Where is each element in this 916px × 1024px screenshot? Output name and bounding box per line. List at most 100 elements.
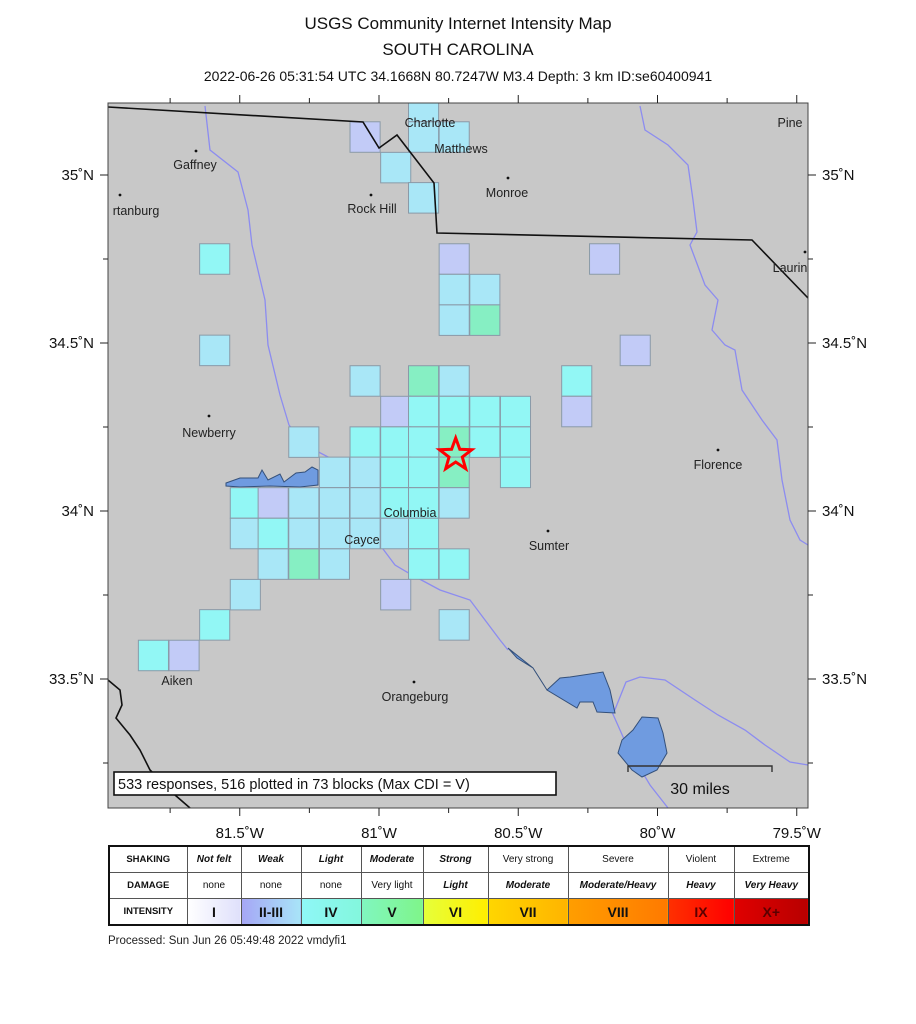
legend-shaking-cell: Not felt — [186, 845, 242, 873]
cdi-block — [438, 273, 470, 306]
city-dot — [506, 176, 510, 180]
cdi-block — [469, 426, 501, 458]
cdi-block — [438, 487, 470, 519]
city-dot — [546, 529, 550, 533]
legend-damage-cell: none — [186, 872, 242, 899]
city-dot — [207, 414, 211, 418]
city-dot — [118, 193, 122, 197]
cdi-block — [380, 151, 412, 184]
cdi-block — [561, 365, 593, 397]
legend-shaking-cell: Weak — [240, 845, 302, 873]
legend-intensity-cell: V — [360, 898, 424, 926]
legend-damage-cell: none — [300, 872, 362, 899]
intensity-legend: SHAKING Not felt Weak Light Moderate Strong Ve… — [108, 845, 810, 926]
cdi-block — [469, 304, 501, 336]
legend-row-damage: DAMAGE none none none Very light Light Moderat… — [108, 872, 810, 899]
lon-tick-label: 80.5˚W — [494, 825, 543, 840]
cdi-block — [318, 517, 350, 550]
epicenter-star-icon — [435, 433, 476, 473]
legend-damage-cell: Moderate — [487, 872, 569, 899]
legend-shaking-cell: Severe — [567, 845, 669, 873]
cdi-block — [288, 517, 320, 550]
lat-tick-label-left: 33.5˚N — [49, 671, 94, 688]
cdi-block — [199, 334, 231, 367]
cdi-block — [257, 548, 289, 580]
lake-marion — [507, 647, 616, 714]
lake-murray — [225, 466, 319, 488]
processed-timestamp: Processed: Sun Jun 26 05:49:48 2022 vmdy… — [108, 935, 347, 947]
legend-label-intensity: INTENSITY — [108, 898, 188, 926]
lat-tick-label-left: 34˚N — [61, 503, 94, 520]
legend-damage-cell: Heavy — [667, 872, 735, 899]
cdi-block — [408, 548, 440, 580]
legend-shaking-cell: Extreme — [733, 845, 810, 873]
summary-box: 533 responses, 516 plotted in 73 blocks … — [113, 771, 557, 796]
cdi-block — [438, 243, 470, 275]
cdi-block — [137, 639, 169, 672]
cdi-block — [349, 426, 381, 458]
cdi-block — [561, 395, 593, 428]
cdi-block — [438, 548, 470, 580]
cdi-block — [408, 456, 440, 489]
legend-damage-cell: Very light — [360, 872, 424, 899]
event-info: 2022-06-26 05:31:54 UTC 34.1668N 80.7247… — [203, 68, 713, 84]
cdi-block — [349, 487, 381, 519]
legend-intensity-cell: I — [186, 898, 242, 926]
nc-sc-boundary — [107, 106, 809, 299]
legend-damage-cell: none — [240, 872, 302, 899]
cdi-block — [199, 609, 231, 641]
cdi-block — [438, 304, 470, 336]
cdi-block — [349, 365, 381, 397]
cdi-block — [408, 517, 440, 550]
city-label: Monroe — [486, 186, 528, 200]
cdi-block — [438, 395, 470, 428]
river-pee-dee — [639, 105, 809, 546]
city-dot — [803, 250, 807, 254]
cdi-block — [288, 487, 320, 519]
cdi-block — [288, 426, 320, 458]
city-label: Pine — [777, 116, 802, 130]
cdi-block — [168, 639, 200, 672]
axis-ticks — [100, 95, 816, 816]
legend-intensity-cell: VII — [487, 898, 569, 926]
cdi-block — [438, 609, 470, 641]
cdi-block — [408, 365, 440, 397]
cdi-block — [380, 578, 412, 611]
legend-shaking-cell: Violent — [667, 845, 735, 873]
legend-damage-cell: Very Heavy — [733, 872, 810, 899]
scale-label: 30 miles — [670, 781, 730, 798]
legend-intensity-cell: VIII — [567, 898, 669, 926]
lat-tick-label-left: 35˚N — [61, 167, 94, 184]
intensity-map: Charlotte Matthews Gaffney rtanburg Rock Hil… — [49, 95, 867, 840]
lon-tick-label: 79.5˚W — [773, 825, 822, 840]
cdi-block — [499, 426, 532, 458]
city-label: Columbia — [384, 506, 437, 520]
city-label: Newberry — [182, 426, 236, 440]
map-title: USGS Community Internet Intensity Map — [304, 14, 612, 33]
city-labels: Charlotte Matthews Gaffney rtanburg Rock Hil… — [113, 116, 808, 704]
city-label: Orangeburg — [382, 690, 449, 704]
river-congaree — [379, 544, 509, 651]
lat-tick-label-right: 35˚N — [822, 167, 855, 184]
legend-damage-cell: Light — [422, 872, 489, 899]
cdi-block — [318, 456, 350, 489]
cdi-block — [438, 365, 470, 397]
cdi-block — [229, 578, 261, 611]
legend-intensity-cell: IX — [667, 898, 735, 926]
cdi-block — [349, 456, 381, 489]
legend-shaking-cell: Strong — [422, 845, 489, 873]
map-frame — [107, 102, 809, 809]
cdi-block — [257, 487, 289, 519]
star-icon — [435, 433, 476, 473]
city-label: Aiken — [161, 674, 192, 688]
city-label: Gaffney — [173, 158, 217, 172]
lat-tick-label-right: 33.5˚N — [822, 671, 867, 688]
cdi-block — [589, 243, 621, 275]
legend-intensity-cell: VI — [422, 898, 489, 926]
legend-damage-cell: Moderate/Heavy — [567, 872, 669, 899]
cdi-block — [619, 334, 651, 367]
legend-row-intensity: INTENSITY I II-III IV V VI VII VIII IX X+ — [108, 898, 810, 926]
legend-intensity-cell: X+ — [733, 898, 810, 926]
lon-tick-label: 80˚W — [640, 825, 677, 840]
lat-tick-label-left: 34.5˚N — [49, 335, 94, 352]
